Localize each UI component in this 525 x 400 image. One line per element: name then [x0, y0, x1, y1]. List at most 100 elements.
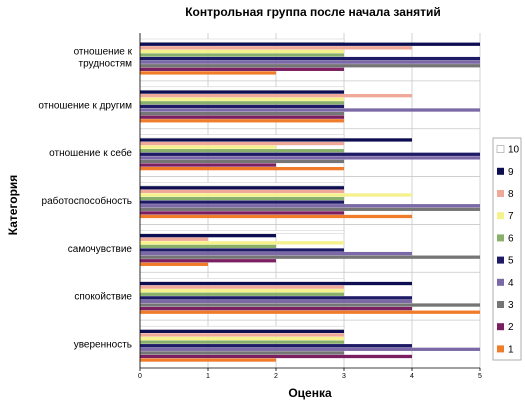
bar-1-series-3 — [140, 111, 344, 116]
bar-3-series-8 — [140, 189, 344, 194]
bar-1-series-6 — [140, 101, 344, 105]
bar-6-series-1 — [140, 358, 276, 362]
bar-4-series-7 — [140, 241, 344, 245]
chart-title: Контрольная группа после начала занятий — [185, 5, 441, 19]
bar-4-series-4 — [140, 251, 412, 256]
bar-2-series-9 — [140, 138, 412, 142]
bar-5-series-2 — [140, 306, 412, 311]
bar-5-series-4 — [140, 299, 412, 304]
bar-4-series-9 — [140, 234, 276, 238]
bar-6-series-8 — [140, 333, 344, 337]
bar-4-series-6 — [140, 244, 276, 249]
x-tick-label: 1 — [206, 373, 210, 380]
bar-4-series-1 — [140, 262, 208, 266]
bar-5-series-6 — [140, 292, 344, 296]
bar-3-series-10 — [139, 182, 345, 187]
bar-3-series-3 — [140, 207, 480, 211]
legend-label-1: 1 — [508, 344, 514, 355]
category-label: уверенность — [74, 340, 132, 351]
bar-6-series-6 — [140, 340, 344, 344]
bar-0-series-5 — [140, 56, 480, 61]
bar-2-series-4 — [140, 156, 480, 160]
bar-2-series-3 — [140, 159, 344, 164]
bar-0-series-7 — [140, 49, 344, 54]
bar-0-series-1 — [140, 71, 276, 75]
bar-1-series-5 — [140, 104, 344, 109]
bar-3-series-9 — [140, 186, 344, 190]
bar-1-series-1 — [140, 119, 344, 123]
bar-3-series-2 — [140, 211, 344, 215]
bar-3-series-1 — [140, 214, 412, 219]
category-label-line: работоспособность — [42, 195, 132, 207]
legend-box — [492, 137, 522, 361]
bar-5-series-9 — [140, 281, 412, 286]
legend: 10 9 8 7 6 5 4 3 2 1 — [492, 137, 522, 361]
bar-4-series-5 — [140, 248, 344, 252]
bar-2-series-6 — [140, 149, 344, 153]
bar-5-series-3 — [140, 303, 480, 307]
legend-label-5: 5 — [508, 256, 514, 267]
bar-0-series-3 — [140, 64, 480, 68]
bar-6-series-10 — [139, 325, 345, 330]
category-label-line: уверенность — [74, 340, 132, 351]
bar-6-series-5 — [140, 344, 412, 348]
bar-4-series-2 — [140, 259, 276, 263]
legend-swatch-1 — [497, 345, 504, 353]
legend-label-4: 4 — [508, 278, 514, 289]
bar-1-series-7 — [140, 97, 344, 101]
legend-swatch-8 — [497, 190, 504, 197]
bar-1-series-4 — [140, 108, 480, 112]
legend-label-6: 6 — [508, 233, 514, 244]
category-label: отношение к другим — [38, 100, 132, 111]
bar-1-series-10 — [139, 86, 345, 91]
legend-label-9: 9 — [508, 167, 514, 178]
bar-5-series-5 — [140, 296, 412, 300]
category-label: работоспособность — [42, 195, 132, 207]
category-labels: отношение к трудностям отношение к другим о… — [38, 46, 132, 350]
bar-5-series-8 — [140, 285, 344, 289]
bar-0-series-6 — [140, 53, 344, 57]
legend-swatch-3 — [497, 301, 504, 308]
x-tick-label: 0 — [138, 373, 142, 380]
category-label: спокойствие — [74, 292, 132, 303]
bar-0-series-9 — [140, 42, 480, 46]
bar-3-series-4 — [140, 204, 480, 208]
bar-2-series-2 — [140, 163, 276, 167]
bar-3-series-5 — [140, 200, 344, 204]
bar-0-series-2 — [140, 67, 344, 71]
bar-4-series-8 — [140, 237, 208, 241]
bar-2-series-8 — [140, 141, 344, 146]
legend-label-8: 8 — [508, 189, 514, 200]
x-tick-label: 4 — [410, 373, 414, 380]
category-label-line: трудностям — [79, 58, 133, 69]
bar-5-series-10 — [139, 278, 345, 282]
bar-5-series-1 — [140, 310, 480, 314]
legend-label-3: 3 — [508, 300, 514, 311]
bars — [139, 38, 480, 362]
legend-swatch-9 — [497, 167, 504, 175]
legend-swatch-10 — [496, 145, 505, 153]
bar-2-series-1 — [140, 166, 344, 171]
bar-0-series-10 — [139, 38, 345, 43]
legend-label-7: 7 — [508, 211, 514, 222]
bar-0-series-8 — [140, 46, 412, 50]
x-tick-label: 2 — [274, 373, 278, 380]
legend-swatch-5 — [497, 256, 504, 264]
legend-swatch-4 — [497, 278, 504, 286]
bar-3-series-7 — [140, 193, 412, 197]
bar-0-series-4 — [140, 60, 480, 64]
bar-1-series-8 — [140, 94, 412, 98]
bar-1-series-2 — [140, 115, 344, 119]
y-axis-title: Категория — [6, 175, 20, 236]
category-label-line: самочувствие — [68, 244, 133, 255]
bar-1-series-9 — [140, 90, 344, 94]
category-label-line: отношение к себе — [49, 147, 132, 159]
legend-swatch-7 — [497, 212, 504, 220]
x-tick-labels: 0 1 2 3 4 5 — [138, 373, 482, 380]
bar-6-series-7 — [140, 336, 344, 341]
category-label: отношение к трудностям — [74, 46, 133, 69]
category-label: самочувствие — [68, 244, 133, 255]
bar-5-series-7 — [140, 289, 344, 293]
category-label-line: отношение к другим — [38, 100, 132, 111]
